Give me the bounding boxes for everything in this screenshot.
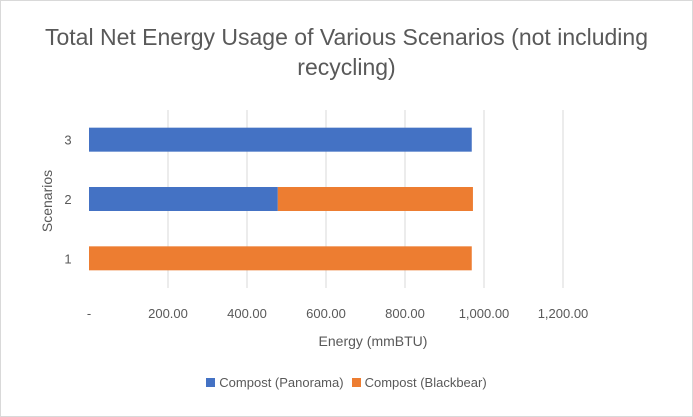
- x-tick-label: 400.00: [227, 306, 267, 321]
- legend-label: Compost (Panorama): [219, 375, 344, 390]
- y-tick-label: 2: [64, 192, 71, 207]
- x-axis-title: Energy (mmBTU): [319, 333, 428, 349]
- y-tick-label: 3: [64, 133, 71, 148]
- x-tick-label: 1,200.00: [538, 306, 589, 321]
- bar-panorama-scenario-3: [89, 127, 472, 152]
- bar-panorama-scenario-2: [89, 187, 278, 211]
- chart-legend: Compost (Panorama) Compost (Blackbear): [0, 375, 693, 390]
- bar-blackbear-scenario-2: [277, 187, 473, 211]
- bar-blackbear-scenario-1: [89, 246, 472, 271]
- legend-item: Compost (Panorama): [206, 375, 344, 390]
- x-tick-label: 1,000.00: [459, 306, 510, 321]
- x-tick-label: -: [87, 306, 91, 321]
- y-tick-label: 1: [64, 251, 71, 266]
- x-tick-label: 600.00: [306, 306, 346, 321]
- x-tick-label: 800.00: [385, 306, 425, 321]
- legend-swatch: [351, 378, 361, 387]
- y-axis-title: Scenarios: [39, 170, 55, 232]
- legend-label: Compost (Blackbear): [364, 375, 487, 390]
- chart-title: Total Net Energy Usage of Various Scenar…: [44, 24, 648, 80]
- legend-item: Compost (Blackbear): [351, 375, 487, 390]
- legend-swatch: [206, 378, 216, 387]
- x-tick-label: 200.00: [148, 306, 188, 321]
